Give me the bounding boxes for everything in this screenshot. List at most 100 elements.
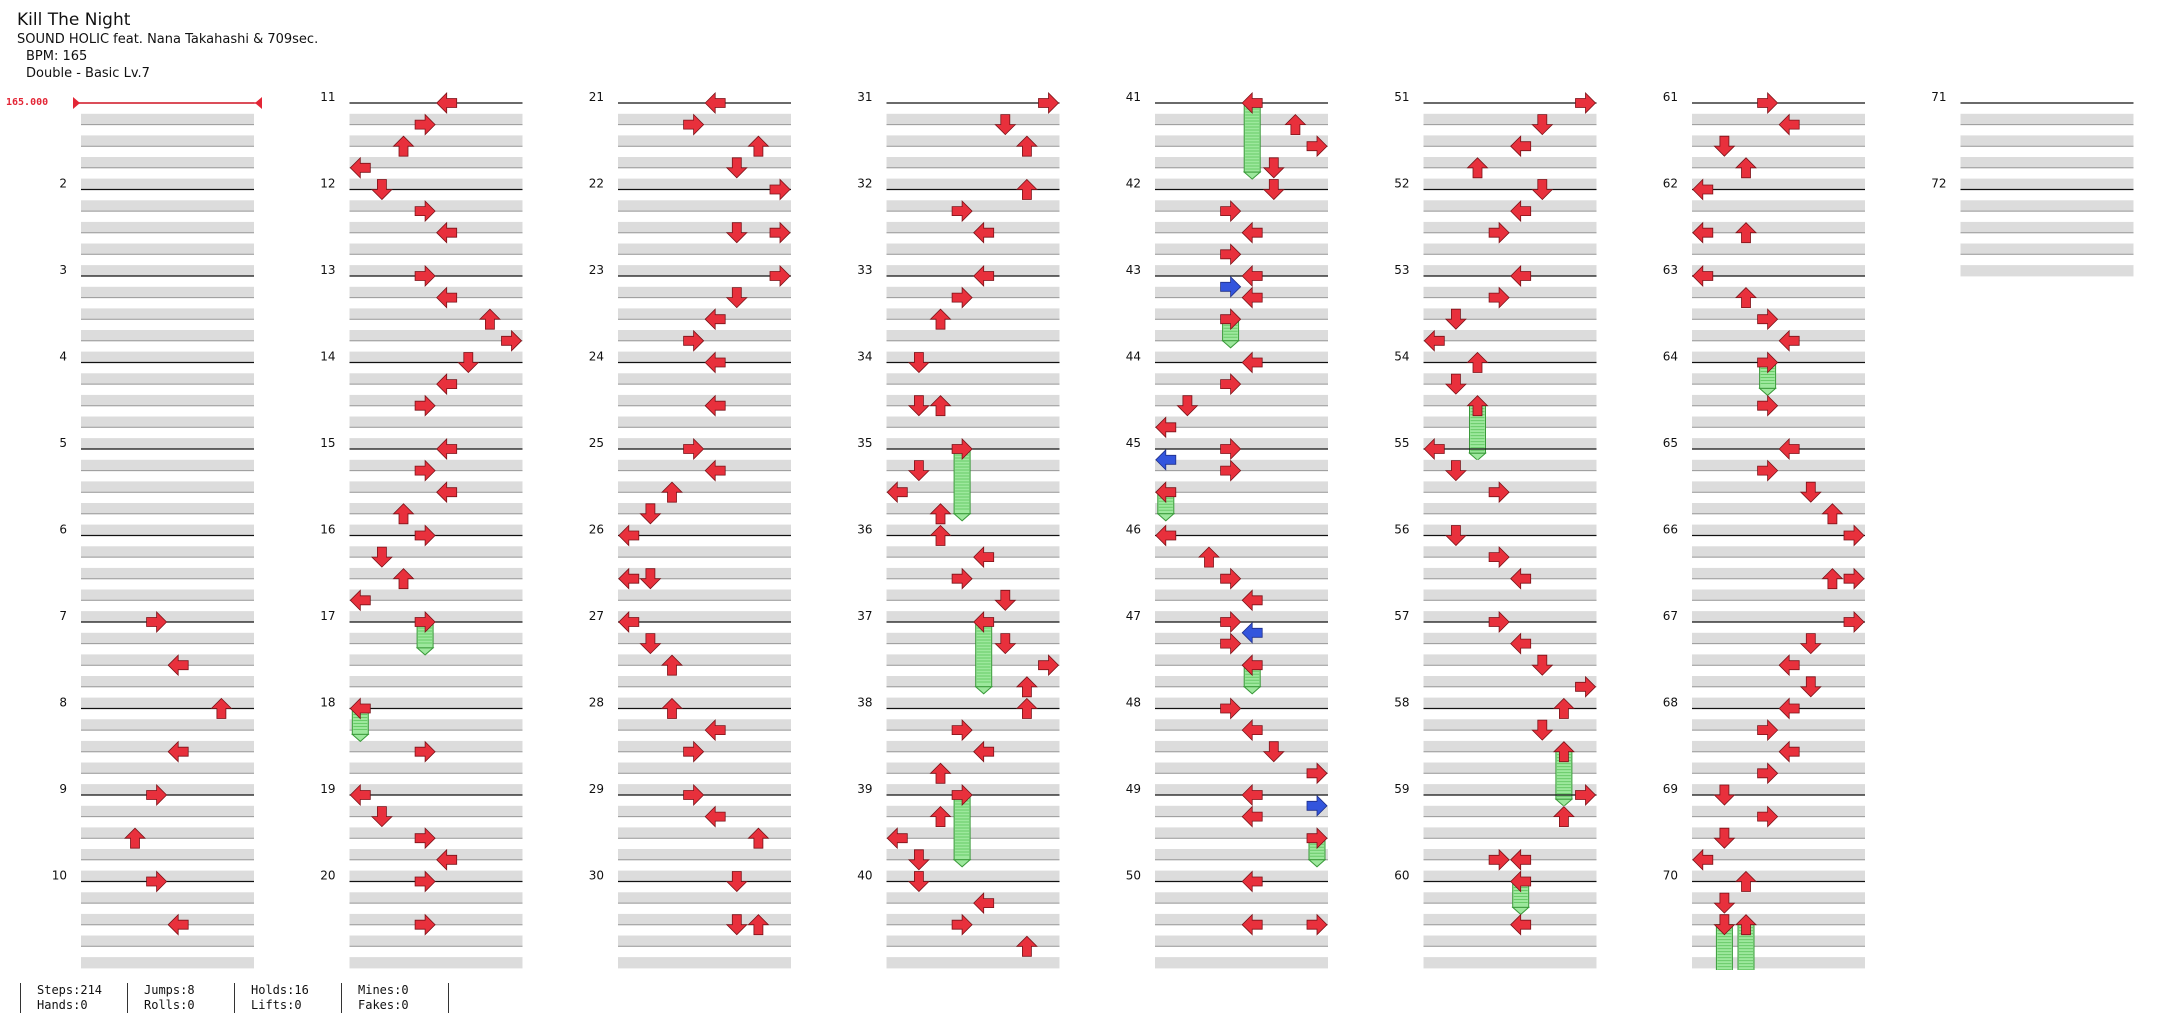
beat-band [1423,935,1597,947]
beat-band [1423,654,1597,666]
arrow-note-icon [1466,395,1489,417]
arrow-note-icon [1757,92,1779,114]
arrow-note-icon [1444,525,1467,547]
arrow-note-icon [1155,416,1177,439]
beat-band [349,697,523,709]
beat-band [1960,221,2134,234]
arrow-note-icon [1220,459,1242,482]
beat-band [349,481,523,493]
arrow-note-icon [1220,697,1242,720]
arrow-note-icon [370,806,393,828]
beat-band [81,913,254,926]
beat-band [81,805,254,818]
beat-band [1155,221,1328,234]
arrow-note-icon [1241,784,1263,806]
arrow-note-icon [769,265,791,287]
measure-number: 46 [1126,523,1141,537]
arrow-note-icon [725,222,748,244]
arrow-note-icon [1713,827,1736,849]
beat-band [81,481,254,493]
beat-band [349,611,523,623]
arrow-note-icon [1155,524,1177,547]
song-difficulty: Double - Basic Lv.7 [26,66,150,81]
beat-band [1423,373,1597,385]
arrow-note-icon [349,589,371,612]
arrow-note-icon [457,352,480,374]
beat-band [886,697,1060,709]
arrow-note-icon [907,871,930,893]
arrow-note-icon [1510,870,1532,893]
beat-band [1960,200,2134,212]
stat-rolls: Rolls:0 [144,998,195,1012]
beat-band [349,935,523,947]
beat-band [81,740,254,753]
beat-band [349,330,523,342]
arrow-note-icon [1241,719,1263,742]
measure-number: 4 [59,350,67,364]
beat-band [1692,113,1865,126]
measure-number: 54 [1394,350,1409,364]
arrow-note-icon [1220,373,1242,396]
hold-tail [974,686,994,695]
beat-band [618,611,791,623]
beat-band [618,740,791,753]
arrow-note-icon [1778,329,1800,352]
beat-band [1155,849,1328,861]
beat-band [1423,157,1597,169]
beat-band [618,416,791,428]
beat-band [886,827,1060,839]
measure-number: 64 [1663,350,1678,364]
arrow-note-icon [1466,351,1489,373]
arrow-note-icon [618,611,640,633]
beat-band [1423,913,1597,926]
measure-number: 3 [59,263,67,277]
arrow-note-icon [1799,633,1822,655]
measure-number: 49 [1126,782,1141,796]
hold-tail [1511,906,1531,916]
beat-band [886,157,1060,169]
measure-number: 62 [1663,177,1678,191]
beat-band [349,805,523,818]
arrow-note-icon [1843,567,1865,590]
beat-band [1155,892,1328,904]
measure-number: 31 [857,90,872,104]
beat-band [1155,676,1328,688]
beat-band [1692,481,1865,493]
beat-band [1423,459,1597,472]
hold-tail [1758,387,1777,397]
beat-band [349,827,523,839]
arrow-note-icon [1757,805,1779,828]
arrow-note-icon [1241,654,1263,677]
arrow-note-icon [683,329,705,352]
arrow-note-icon [929,395,952,417]
stat-lifts: Lifts:0 [251,998,302,1012]
beat-band [1155,265,1328,277]
arrow-note-icon [146,611,168,633]
beat-band [618,459,791,472]
blue-arrow-note-icon [1155,448,1177,471]
beat-band [81,849,254,861]
measure-number: 9 [59,782,67,796]
arrow-note-icon [725,871,748,893]
beat-band [618,589,791,601]
arrow-note-icon [370,179,393,201]
beat-band [1423,503,1597,515]
arrow-note-icon [994,633,1017,655]
song-title: Kill The Night [17,10,131,30]
measure-number: 14 [320,350,335,364]
beat-band [1692,740,1865,753]
arrow-note-icon [414,113,436,136]
beat-band [81,351,254,363]
beat-band [349,870,523,882]
beat-band [886,654,1060,666]
beat-band [1155,762,1328,774]
beat-band [349,438,523,450]
arrow-note-icon [349,697,371,720]
beat-band [886,286,1060,299]
arrow-note-icon [973,892,995,915]
arrow-note-icon [1220,243,1242,266]
arrow-note-icon [1531,719,1554,741]
arrow-note-icon [1510,913,1532,936]
blue-arrow-note-icon [1306,794,1328,817]
beat-band [618,892,791,904]
